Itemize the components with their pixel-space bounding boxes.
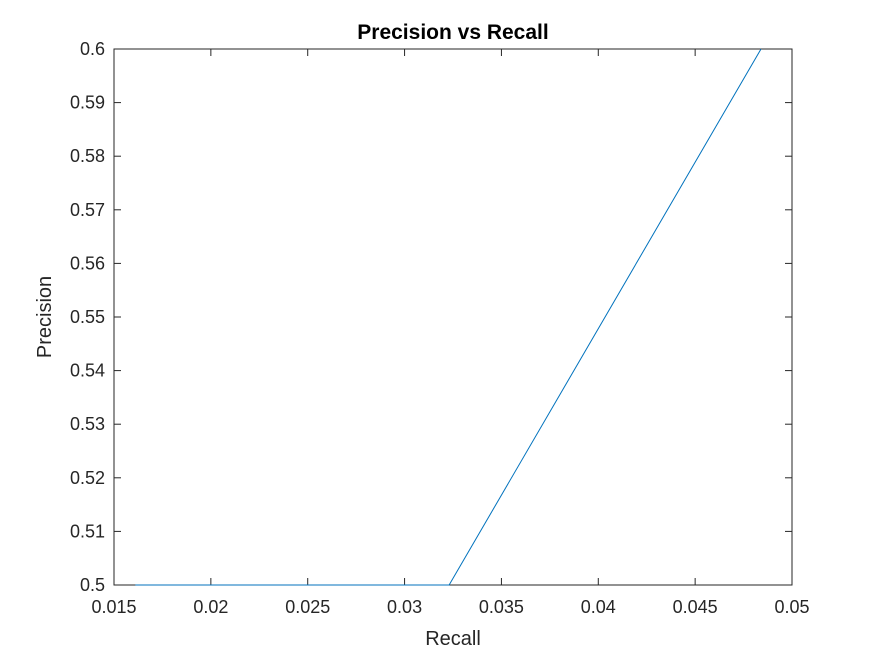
- y-tick-label: 0.59: [70, 93, 105, 113]
- x-tick-label: 0.025: [285, 597, 330, 617]
- x-tick-label: 0.02: [193, 597, 228, 617]
- x-tick-label: 0.045: [673, 597, 718, 617]
- y-axis-label: Precision: [34, 276, 56, 358]
- y-tick-label: 0.6: [80, 39, 105, 59]
- plot-area: [113, 48, 793, 586]
- y-tick-label: 0.54: [70, 361, 105, 381]
- x-axis-label: Recall: [425, 628, 481, 650]
- x-tick-label: 0.05: [774, 597, 809, 617]
- x-tick-label: 0.035: [479, 597, 524, 617]
- x-tick-label: 0.03: [387, 597, 422, 617]
- y-tick-label: 0.58: [70, 146, 105, 166]
- y-tick-label: 0.52: [70, 468, 105, 488]
- x-tick-label: 0.04: [581, 597, 616, 617]
- y-tick-label: 0.53: [70, 414, 105, 434]
- y-tick-label: 0.57: [70, 200, 105, 220]
- series-line: [135, 48, 762, 586]
- y-tick-label: 0.51: [70, 521, 105, 541]
- y-tick-label: 0.55: [70, 307, 105, 327]
- y-tick-label: 0.5: [80, 575, 105, 595]
- series-layer: [135, 48, 762, 586]
- x-axis: 0.015 0.02 0.025 0.03 0.035 0.04 0.045 0.05: [91, 49, 810, 617]
- y-axis: 0.5 0.51 0.52 0.53 0.54 0.55 0.56 0.57 0.58 0.59 0…: [70, 39, 792, 595]
- x-tick-label: 0.015: [91, 597, 136, 617]
- chart-title: Precision vs Recall: [357, 21, 548, 44]
- y-tick-label: 0.56: [70, 253, 105, 273]
